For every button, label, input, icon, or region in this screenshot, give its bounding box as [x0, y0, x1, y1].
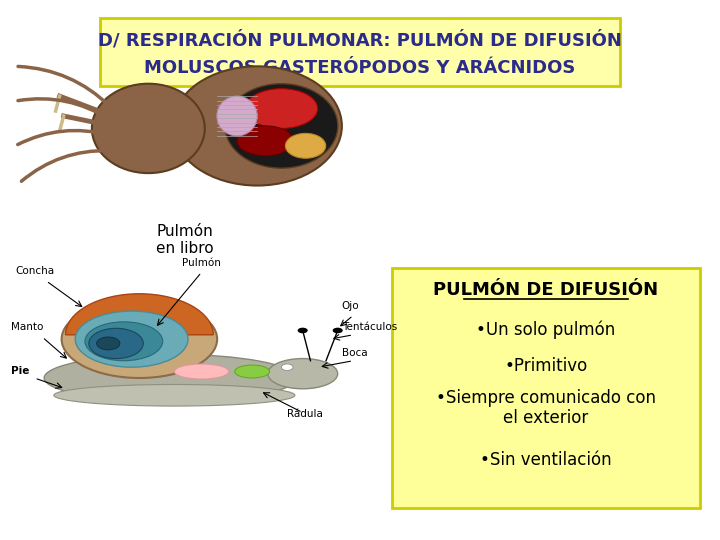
Ellipse shape [245, 89, 318, 129]
Ellipse shape [76, 311, 188, 367]
Circle shape [297, 328, 307, 333]
Text: •Un solo pulmón: •Un solo pulmón [477, 321, 616, 339]
Ellipse shape [225, 84, 338, 168]
Text: Concha: Concha [15, 266, 54, 276]
Text: Boca: Boca [341, 348, 367, 359]
Circle shape [282, 364, 293, 370]
Circle shape [285, 133, 325, 158]
Circle shape [96, 337, 120, 350]
Text: •Primitivo: •Primitivo [505, 357, 588, 375]
Ellipse shape [85, 322, 163, 361]
Text: Manto: Manto [11, 322, 43, 333]
FancyBboxPatch shape [392, 268, 700, 508]
Ellipse shape [92, 84, 204, 173]
Text: PULMÓN DE DIFUSIÓN: PULMÓN DE DIFUSIÓN [433, 281, 659, 299]
Ellipse shape [174, 364, 229, 379]
Ellipse shape [62, 300, 217, 378]
Text: Tentáculos: Tentáculos [341, 322, 397, 333]
Text: Ojo: Ojo [341, 301, 359, 311]
Ellipse shape [217, 96, 257, 136]
Ellipse shape [235, 365, 270, 378]
Text: Pulmón
en libro: Pulmón en libro [156, 224, 213, 256]
Circle shape [333, 328, 343, 333]
Text: Pie: Pie [11, 366, 30, 376]
Ellipse shape [54, 384, 295, 406]
Text: Pulmón: Pulmón [182, 258, 221, 268]
Circle shape [89, 328, 143, 359]
Ellipse shape [237, 126, 294, 156]
Text: D/ RESPIRACIÓN PULMONAR: PULMÓN DE DIFUSIÓN: D/ RESPIRACIÓN PULMONAR: PULMÓN DE DIFUS… [98, 31, 622, 49]
FancyBboxPatch shape [100, 18, 620, 86]
Text: MOLUSCOS GASTERÓPODOS Y ARÁCNIDOS: MOLUSCOS GASTERÓPODOS Y ARÁCNIDOS [144, 59, 576, 77]
Text: •Sin ventilación: •Sin ventilación [480, 451, 612, 469]
Ellipse shape [268, 359, 338, 389]
Text: •Siempre comunicado con
el exterior: •Siempre comunicado con el exterior [436, 389, 656, 427]
Ellipse shape [173, 66, 342, 186]
Text: Rádula: Rádula [287, 409, 323, 419]
Ellipse shape [44, 354, 297, 402]
Wedge shape [66, 294, 213, 335]
